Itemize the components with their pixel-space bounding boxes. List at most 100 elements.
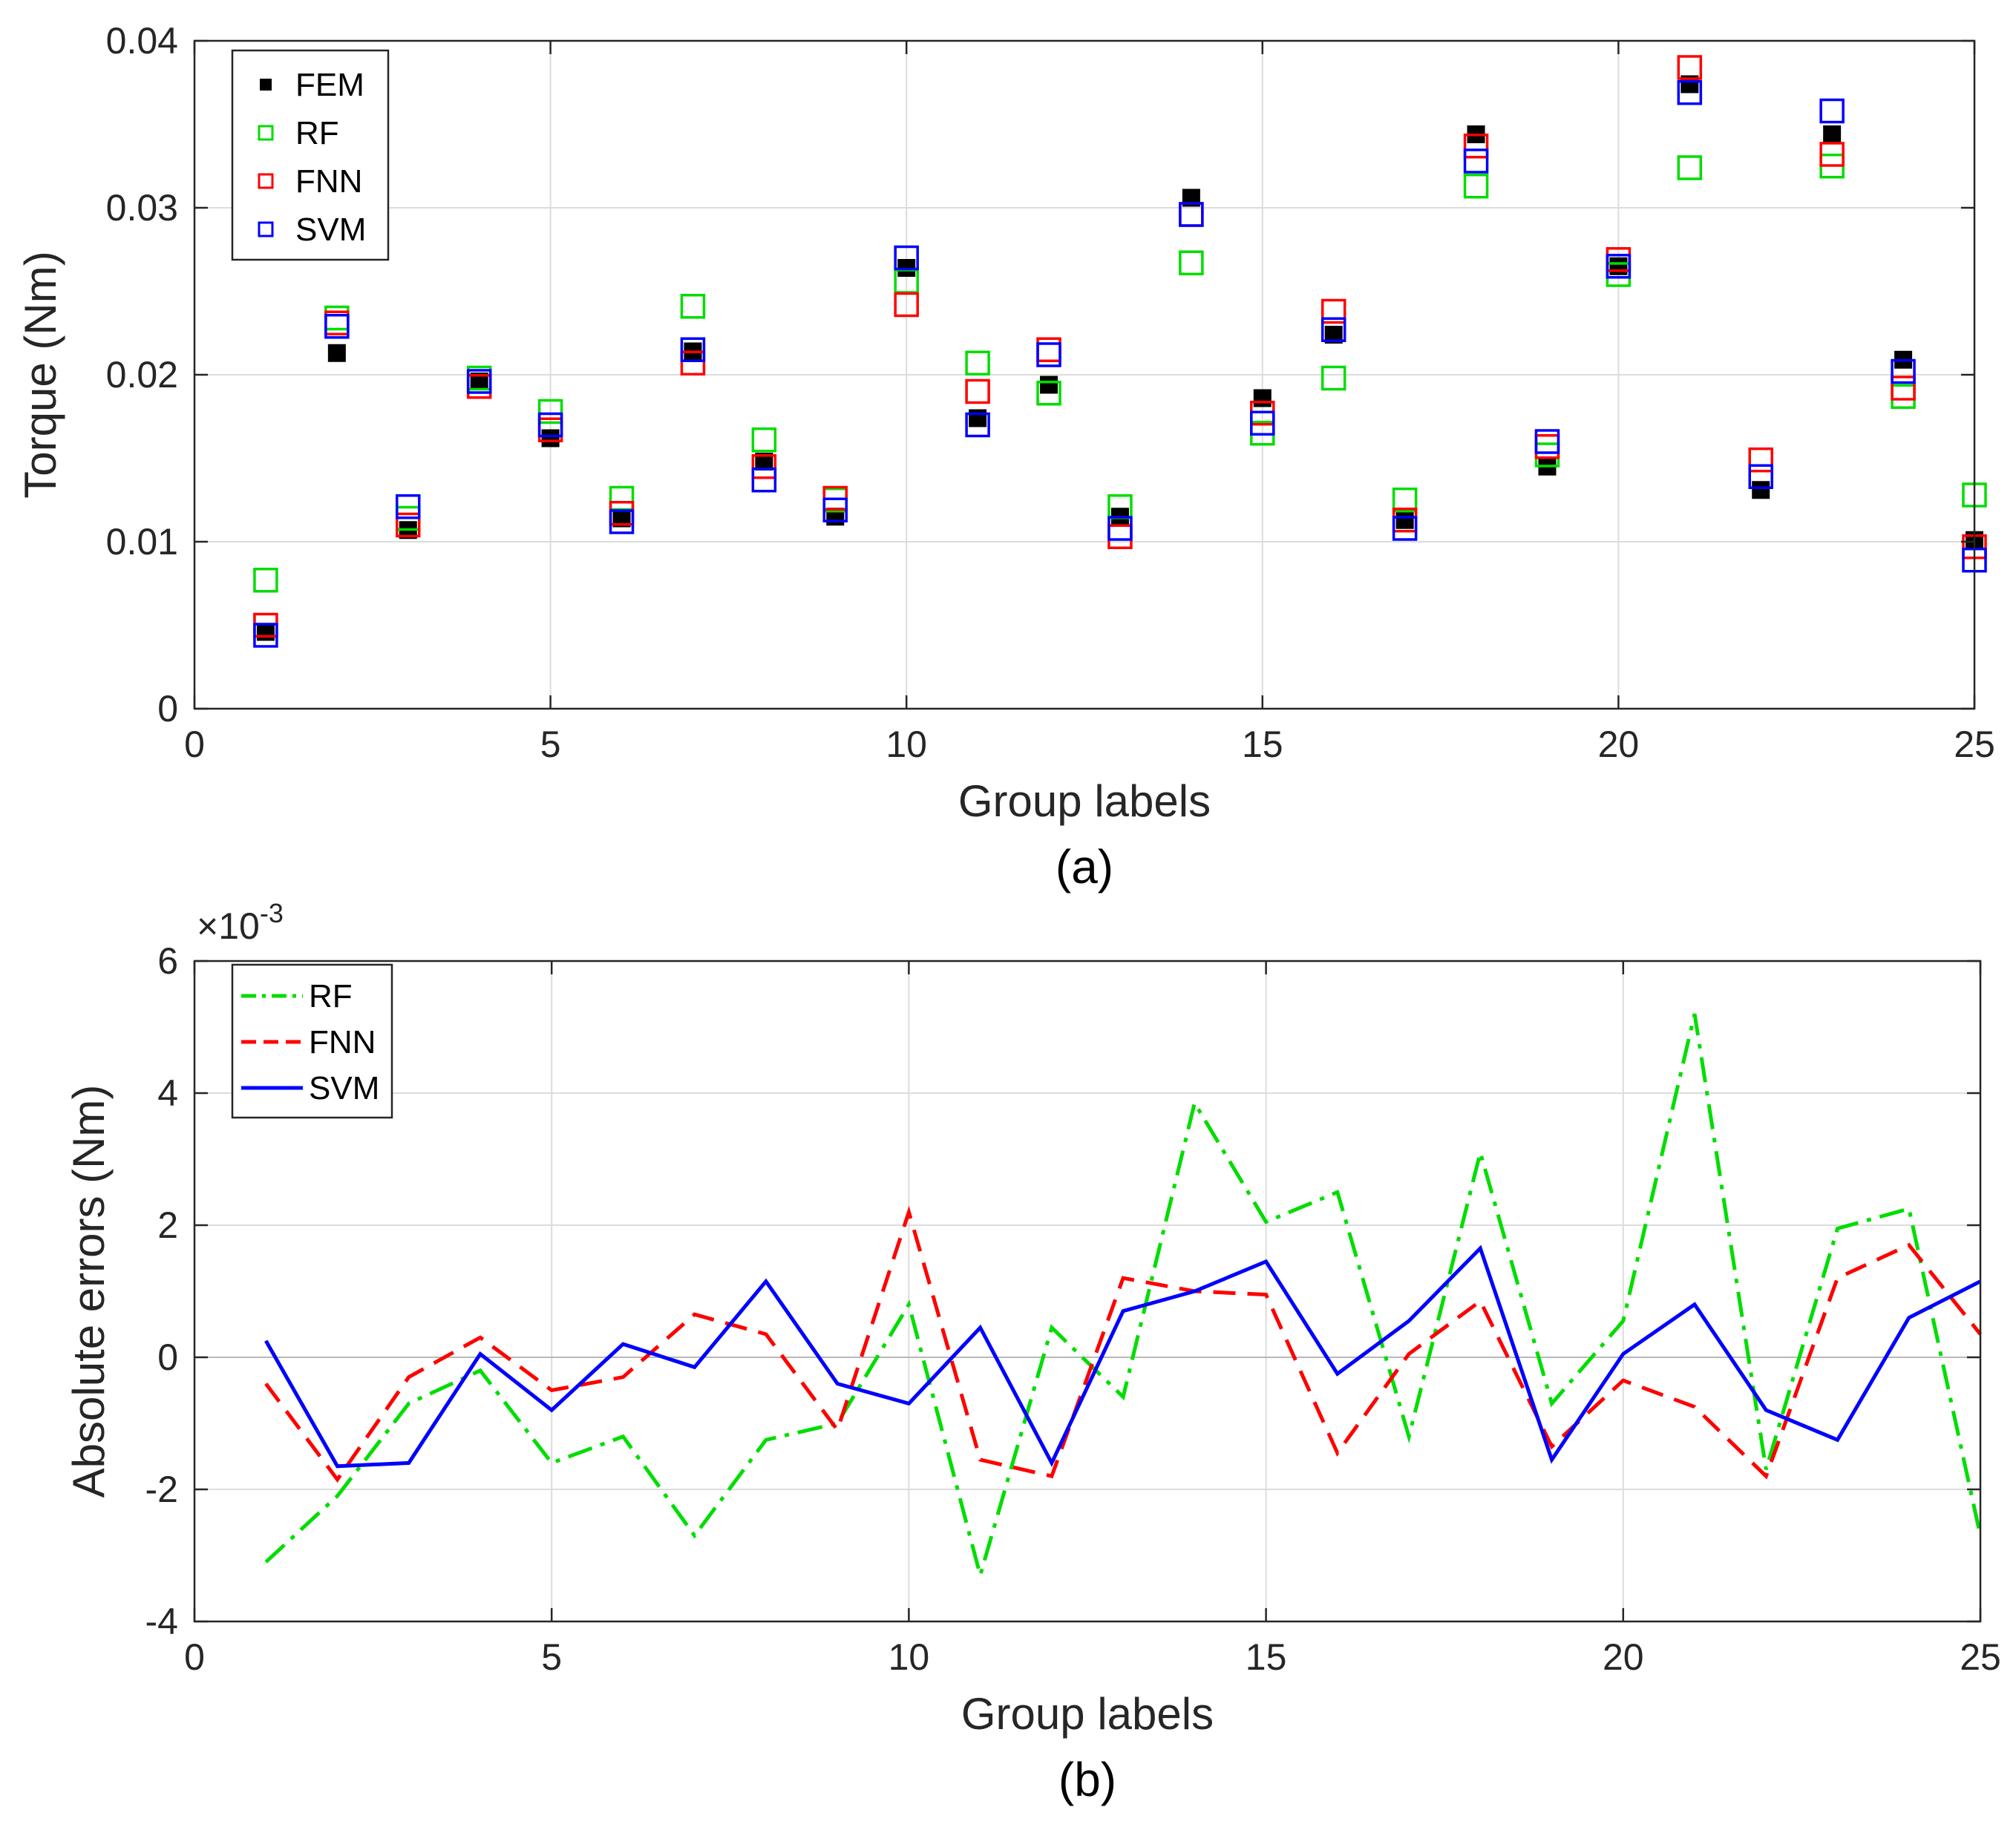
svm-point [609,509,635,534]
svm-point [1891,358,1916,384]
y-tick-label: -4 [145,1601,178,1642]
rf-point [253,568,278,593]
x-tick-label: 5 [540,724,561,765]
panel-a-torque-scatter: 0 5 10 15 20 25 0 0.01 0.02 0.03 0.04 Group labels… [16,20,1995,893]
rf-point [1748,447,1773,473]
fnn-point [965,378,990,404]
panel-b-legend: RF FNN SVM [231,963,393,1119]
svm-point [822,497,848,522]
y-tick-label: -2 [145,1469,178,1510]
x-tick-label: 20 [1598,724,1640,765]
legend-marker-svm [258,221,274,237]
rf-point [1036,381,1061,406]
fnn-point [680,350,706,375]
series-fnn [253,55,1987,638]
fnn-point [1891,375,1916,401]
y-tick-label: 0.04 [106,20,178,62]
legend-box [231,963,393,1119]
x-tick-label: 25 [1954,724,1995,765]
legend-marker-fem [260,79,272,91]
fem-point [1609,257,1628,275]
svm-point [1819,98,1845,124]
x-tick-label: 5 [541,1636,562,1678]
svm-point [324,314,350,339]
rf-point [1891,384,1916,409]
panel-b-series-lines [264,1013,1983,1583]
svm-point [1534,429,1560,454]
x-tick-label: 25 [1960,1636,2001,1678]
rf-point [537,399,563,424]
rf-point [1392,488,1418,513]
rf-point [324,305,350,331]
svm-point [1320,317,1346,342]
fem-point [327,344,346,362]
legend-label-rf: RF [309,978,353,1014]
panel-a-y-axis-label: Torque (Nm) [16,251,65,498]
panel-a-ticks: 0 5 10 15 20 25 0 0.01 0.02 0.03 0.04 [106,20,1995,765]
legend-label-fnn: FNN [309,1024,376,1060]
svm-point [1606,254,1632,279]
svm-point [1392,516,1418,541]
legend-label-rf: RF [295,115,339,151]
fnn-point [1819,142,1845,167]
series-line-fnn [264,1205,1982,1483]
svm-point [1179,202,1204,227]
panel-b-ticks: 0 5 10 15 20 25 -4 -2 0 2 4 6 [145,940,2001,1678]
rf-point [680,294,706,319]
series-svm [253,80,1987,648]
y-tick-label: 2 [157,1204,178,1246]
fem-point [541,429,560,447]
svm-point [1677,80,1703,105]
svm-point [751,468,777,493]
y-tick-label: 6 [157,940,178,982]
panel-a-x-axis-label: Group labels [958,776,1211,826]
series-fem [256,75,1983,641]
fnn-point [1036,337,1061,362]
panel-a-markers [253,55,1987,648]
series-line-rf [264,1013,1983,1583]
fnn-point [894,292,919,318]
fem-point [1752,481,1770,499]
fnn-point [1320,298,1346,324]
exponent-power: -3 [260,898,284,928]
rf-point [1677,155,1703,180]
svm-point [396,494,421,519]
rf-point [751,427,777,453]
legend-label-svm: SVM [295,211,366,248]
svm-point [1463,148,1489,174]
x-tick-label: 15 [1246,1636,1287,1678]
panel-b-gridlines [194,961,1980,1621]
y-tick-label: 0.03 [106,187,178,229]
fem-point [1040,375,1058,394]
rf-point [1463,174,1489,199]
legend-label-fem: FEM [295,67,364,103]
fnn-point [1748,447,1773,473]
panel-a-legend: FEM RF FNN SVM [231,49,390,261]
svm-point [466,369,492,394]
svm-point [1107,516,1133,541]
y-tick-label: 0.01 [106,521,178,563]
svm-point [894,245,919,271]
x-tick-label: 10 [888,1636,930,1678]
x-tick-label: 0 [184,724,205,765]
exponent-base: ×10 [197,905,260,947]
fnn-point [1534,434,1560,459]
panel-b-errors-line: 0 5 10 15 20 25 -4 -2 0 2 4 6 ×10-3 Group labels Ab… [64,898,2001,1806]
svm-point [1250,410,1275,436]
rf-point [1320,365,1346,391]
rf-point [609,485,635,511]
rf-point [965,350,990,375]
svm-point [965,412,990,438]
panel-a-gridlines [194,41,1974,709]
panel-b-y-axis-label: Absolute errors (Nm) [64,1085,114,1498]
svm-point [1748,464,1773,489]
fnn-point [1463,134,1489,159]
svm-point [253,623,278,648]
fnn-point [396,512,421,538]
panel-b-caption: (b) [1058,1753,1116,1806]
fem-point [1253,389,1272,407]
legend-label-fnn: FNN [295,163,362,200]
fem-point [1823,125,1842,143]
legend-marker-fnn [258,173,274,189]
